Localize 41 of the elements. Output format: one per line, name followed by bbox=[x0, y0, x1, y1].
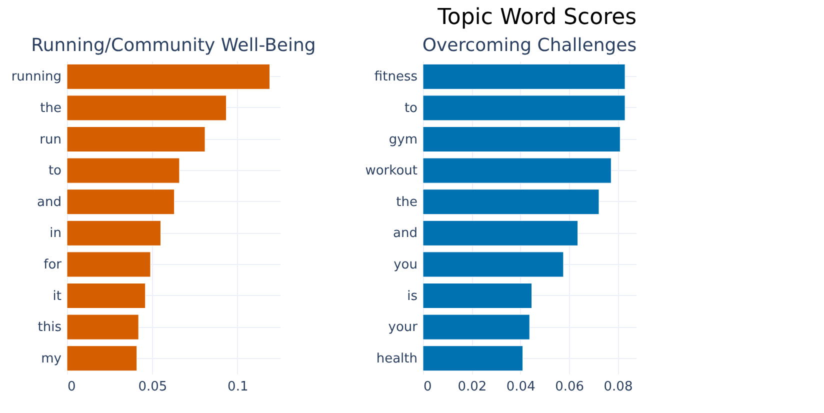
bar bbox=[422, 64, 626, 90]
x-tick-label: 0.06 bbox=[555, 380, 584, 394]
bar bbox=[422, 220, 578, 246]
x-tick-label: 0.04 bbox=[506, 380, 536, 394]
y-tick-label: you bbox=[394, 257, 418, 272]
y-tick-label: this bbox=[38, 320, 62, 336]
x-tick-label: 0.05 bbox=[138, 380, 168, 394]
x-tick-label: 0 bbox=[424, 380, 432, 394]
y-tick-label: to bbox=[48, 164, 62, 179]
y-tick-label: the bbox=[396, 194, 418, 210]
text: Topic Word Scores bbox=[436, 5, 637, 30]
y-tick-label: the bbox=[40, 100, 62, 116]
y-tick-label: my bbox=[41, 351, 62, 366]
y-tick-label: your bbox=[388, 320, 418, 336]
bar bbox=[422, 282, 532, 309]
bar bbox=[422, 158, 612, 184]
y-tick-label: it bbox=[52, 288, 62, 304]
y-tick-label: run bbox=[40, 132, 62, 148]
y-tick-label: to bbox=[404, 100, 418, 116]
y-tick-label: is bbox=[407, 288, 418, 304]
bar bbox=[422, 346, 524, 372]
y-tick-label: in bbox=[50, 226, 62, 242]
x-tick-label: 0.1 bbox=[228, 380, 248, 394]
y-tick-label: for bbox=[44, 257, 62, 272]
y-tick-label: workout bbox=[365, 164, 418, 179]
chart-title: Running/Community Well-Being bbox=[31, 35, 316, 56]
y-tick-label: and bbox=[393, 226, 418, 242]
x-tick-label: 0.08 bbox=[604, 380, 633, 394]
bar bbox=[422, 126, 620, 152]
bar bbox=[422, 189, 600, 215]
x-tick-label: 0.02 bbox=[458, 380, 487, 394]
chart-title: Overcoming Challenges bbox=[422, 35, 637, 56]
bar bbox=[422, 95, 626, 121]
y-tick-label: and bbox=[37, 194, 62, 210]
bar bbox=[422, 252, 564, 278]
y-tick-label: fitness bbox=[374, 70, 418, 85]
bar bbox=[422, 314, 530, 340]
y-tick-label: running bbox=[11, 70, 62, 85]
y-tick-label: health bbox=[376, 351, 418, 366]
y-tick-label: gym bbox=[388, 132, 418, 148]
x-tick-label: 0 bbox=[68, 380, 76, 394]
